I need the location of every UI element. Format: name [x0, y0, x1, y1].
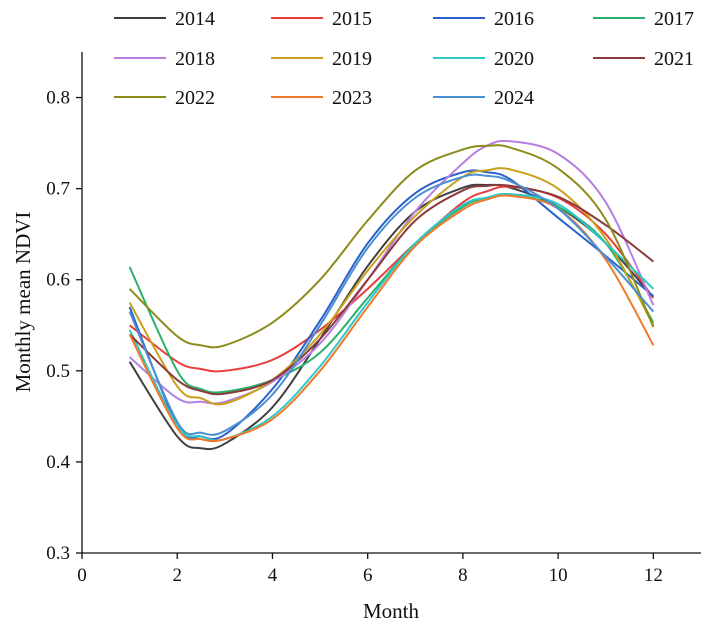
- series-line-2016: [128, 169, 655, 441]
- legend: 2014 2015 2016 2017 2018 2019 2020 2021 2022 2023…: [114, 8, 694, 109]
- legend-label-2023: 2023: [332, 87, 372, 109]
- x-tick-label: 10: [549, 565, 568, 586]
- legend-label-2019: 2019: [332, 48, 372, 70]
- legend-label-2024: 2024: [494, 87, 534, 109]
- axes: [81, 52, 701, 554]
- x-tick-label: 8: [458, 565, 468, 586]
- series-line-2022: [128, 144, 655, 349]
- legend-label-2020: 2020: [494, 48, 534, 70]
- y-tick-label: 0.6: [46, 270, 70, 291]
- y-tick-label: 0.8: [46, 88, 70, 109]
- legend-label-2015: 2015: [332, 8, 372, 30]
- y-tick-label: 0.7: [46, 179, 70, 200]
- x-tick-label: 12: [644, 565, 663, 586]
- legend-label-2014: 2014: [175, 8, 215, 30]
- series-line-2019: [128, 167, 655, 406]
- y-ticks: 0.3 0.4 0.5 0.6 0.7 0.8: [46, 88, 82, 564]
- x-axis-title: Month: [363, 599, 420, 623]
- x-ticks: 0 2 4 6 8 10 12: [77, 553, 663, 586]
- x-tick-label: 0: [77, 565, 87, 586]
- legend-label-2022: 2022: [175, 87, 215, 109]
- y-axis-title: Monthly mean NDVI: [11, 212, 35, 393]
- x-tick-label: 2: [172, 565, 182, 586]
- y-tick-label: 0.5: [46, 361, 70, 382]
- series-layer: [128, 139, 655, 451]
- series-line-2020: [128, 192, 655, 442]
- series-line-2021: [128, 183, 654, 396]
- legend-label-2018: 2018: [175, 48, 215, 70]
- x-tick-label: 6: [363, 565, 373, 586]
- legend-label-2016: 2016: [494, 8, 534, 30]
- y-tick-label: 0.4: [46, 452, 70, 473]
- series-line-2024: [128, 173, 655, 436]
- series-line-2017: [128, 193, 655, 394]
- x-tick-label: 4: [268, 565, 278, 586]
- y-tick-label: 0.3: [46, 543, 70, 564]
- legend-label-2017: 2017: [654, 8, 694, 30]
- legend-label-2021: 2021: [654, 48, 694, 70]
